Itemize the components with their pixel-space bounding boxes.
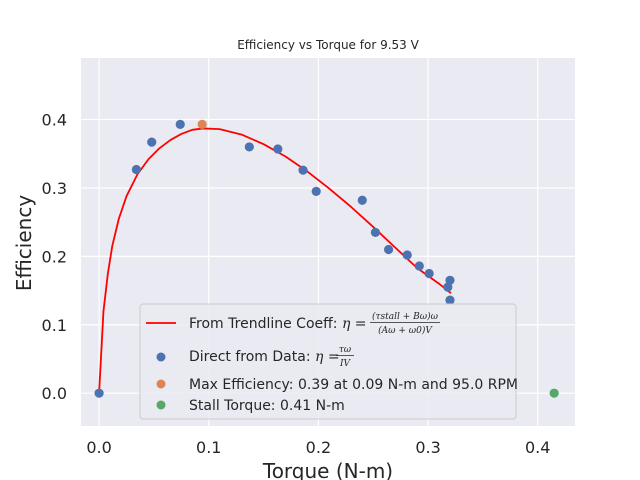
chart-title: Efficiency vs Torque for 9.53 V bbox=[237, 38, 419, 52]
direct-from-data-point bbox=[298, 165, 308, 175]
legend-max-swatch bbox=[156, 379, 166, 389]
x-axis-label: Torque (N-m) bbox=[262, 459, 393, 480]
max-efficiency-point bbox=[197, 119, 207, 129]
direct-from-data-point bbox=[445, 295, 455, 305]
direct-from-data-point bbox=[414, 261, 424, 271]
y-tick-label: 0.3 bbox=[42, 179, 67, 198]
y-tick-label: 0.4 bbox=[42, 111, 67, 130]
legend-trend-denominator: (Aω + ω0)V bbox=[378, 325, 433, 336]
stall-torque-point bbox=[549, 388, 559, 398]
direct-from-data-point bbox=[383, 244, 394, 255]
x-tick-labels: 0.0 0.1 0.2 0.3 0.4 bbox=[86, 438, 550, 457]
legend-direct-numerator: τω bbox=[339, 345, 352, 355]
x-tick-label: 0.1 bbox=[196, 438, 221, 457]
direct-from-data-point bbox=[273, 144, 283, 154]
direct-from-data-point bbox=[445, 275, 455, 285]
legend-direct-label: Direct from Data: η = bbox=[189, 349, 340, 365]
legend-trend-label: From Trendline Coeff: η = bbox=[189, 316, 367, 332]
legend-trend-numerator: (τstall + Bω)ω bbox=[372, 311, 439, 322]
direct-from-data-point bbox=[94, 388, 104, 398]
legend: From Trendline Coeff: η = (τstall + Bω)ω… bbox=[139, 303, 518, 420]
legend-direct-swatch bbox=[156, 352, 166, 362]
direct-from-data-point bbox=[131, 164, 141, 175]
y-tick-label: 0.2 bbox=[42, 247, 67, 266]
legend-box bbox=[139, 303, 517, 420]
legend-max-label: Max Efficiency: 0.39 at 0.09 N-m and 95.… bbox=[189, 377, 518, 393]
direct-from-data-point bbox=[311, 186, 321, 196]
legend-direct-denominator: IV bbox=[339, 359, 352, 369]
y-tick-label: 0.0 bbox=[42, 384, 67, 403]
direct-from-data-point bbox=[175, 119, 185, 129]
data-points bbox=[94, 119, 559, 398]
legend-stall-label: Stall Torque: 0.41 N-m bbox=[189, 398, 345, 414]
direct-from-data-point bbox=[370, 227, 381, 238]
x-tick-label: 0.3 bbox=[415, 438, 440, 457]
direct-from-data-point bbox=[424, 268, 434, 279]
direct-from-data-point bbox=[147, 137, 157, 147]
y-axis-label: Efficiency bbox=[12, 195, 36, 292]
x-tick-label: 0.4 bbox=[525, 438, 550, 457]
y-tick-labels: 0.0 0.1 0.2 0.3 0.4 bbox=[42, 111, 67, 404]
x-tick-label: 0.2 bbox=[306, 438, 331, 457]
legend-stall-swatch bbox=[156, 400, 166, 410]
direct-from-data-point bbox=[357, 195, 367, 205]
direct-from-data-point bbox=[244, 142, 254, 152]
x-tick-label: 0.0 bbox=[86, 438, 111, 457]
direct-from-data-point bbox=[402, 250, 412, 260]
y-tick-label: 0.1 bbox=[42, 316, 67, 335]
